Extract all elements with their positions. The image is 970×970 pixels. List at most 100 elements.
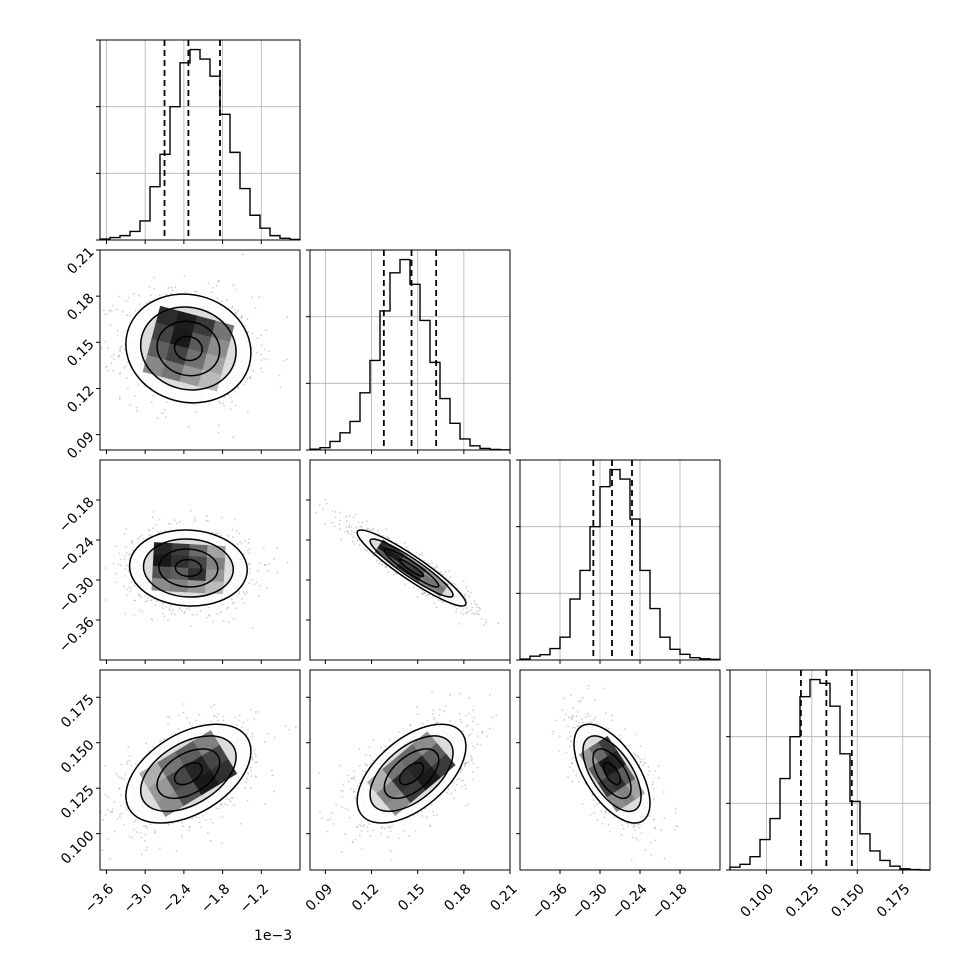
sample-point [215,284,218,287]
sample-point [228,798,231,801]
sample-point [350,529,353,532]
sample-point [182,825,184,828]
sample-point [268,350,271,353]
sample-point [135,818,137,821]
density-contour [142,538,235,598]
sample-point [165,605,168,608]
sample-point [192,614,194,616]
sample-point [154,523,157,526]
sample-point [123,366,126,369]
sample-point [356,826,359,828]
sample-point [250,377,252,380]
sample-point [407,834,410,837]
scatter-frame-0-1 [99,249,301,451]
sample-point [148,285,151,288]
sample-point [273,736,276,739]
sample-point [433,718,436,721]
density-cell [206,557,226,571]
sample-point [366,549,369,552]
sample-point [190,625,192,627]
sample-point [109,810,112,813]
histogram-2 [519,468,721,661]
sample-point [412,586,415,589]
sample-point [371,553,374,556]
sample-point [180,836,183,839]
sample-point [344,531,347,533]
sample-point [432,709,435,711]
sample-point [248,567,251,570]
sample-point [199,609,202,612]
sample-point [128,835,131,838]
sample-point [106,369,109,372]
hist-panel-3 [726,669,931,874]
histogram-0 [99,48,301,241]
sample-point [333,525,336,528]
sample-point [116,355,119,357]
sample-point [152,511,155,513]
sample-point [124,532,126,535]
sample-point [138,609,140,612]
sample-point [174,613,176,616]
sample-point [140,534,143,537]
sample-point [259,367,262,370]
sample-point [422,593,424,596]
hist-panel-0 [96,39,301,244]
sample-point [119,371,122,374]
sample-point [256,351,259,354]
sample-point [263,357,265,360]
sample-point [324,499,327,501]
sample-point [251,756,254,759]
sample-point [170,612,173,615]
sample-point [389,830,392,833]
sample-point [154,830,157,833]
sample-point [144,825,147,827]
sample-point [384,563,386,566]
sample-point [379,746,382,749]
sample-point [244,324,247,327]
sample-point [238,593,241,595]
sample-point [110,355,113,358]
sample-point [171,289,174,292]
sample-point [448,570,451,573]
sample-point [195,290,198,293]
sample-point [167,287,170,289]
sample-point [136,410,138,412]
sample-point [125,528,127,530]
sample-point [220,300,223,303]
sample-point [206,519,209,522]
sample-point [227,606,229,609]
sample-point [234,309,237,311]
sample-point [127,296,130,299]
sample-point [182,711,185,714]
sample-point [232,617,235,620]
histogram-1 [309,258,511,451]
sample-point [104,814,107,816]
sample-point [185,607,188,610]
sample-point [219,402,222,405]
sample-point [266,358,268,361]
sample-point [245,781,247,783]
sample-point [118,295,121,298]
sample-point [467,590,470,592]
sample-point [249,786,252,789]
sample-point [465,804,468,807]
sample-point [464,612,467,614]
sample-point [126,387,129,390]
sample-point [253,583,256,586]
sample-point [356,539,359,541]
sample-point [326,830,329,833]
sample-point [251,732,254,735]
sample-point [318,503,321,506]
sample-point [242,591,245,593]
sample-point [136,831,138,834]
sample-point [421,552,424,554]
sample-point [392,574,395,576]
sample-point [231,305,234,308]
sample-point [131,541,133,544]
sample-point [251,332,254,334]
density-cell [165,766,193,792]
sample-point [251,757,254,760]
sample-point [151,516,154,519]
sample-point [225,797,228,800]
sample-point [112,358,115,360]
